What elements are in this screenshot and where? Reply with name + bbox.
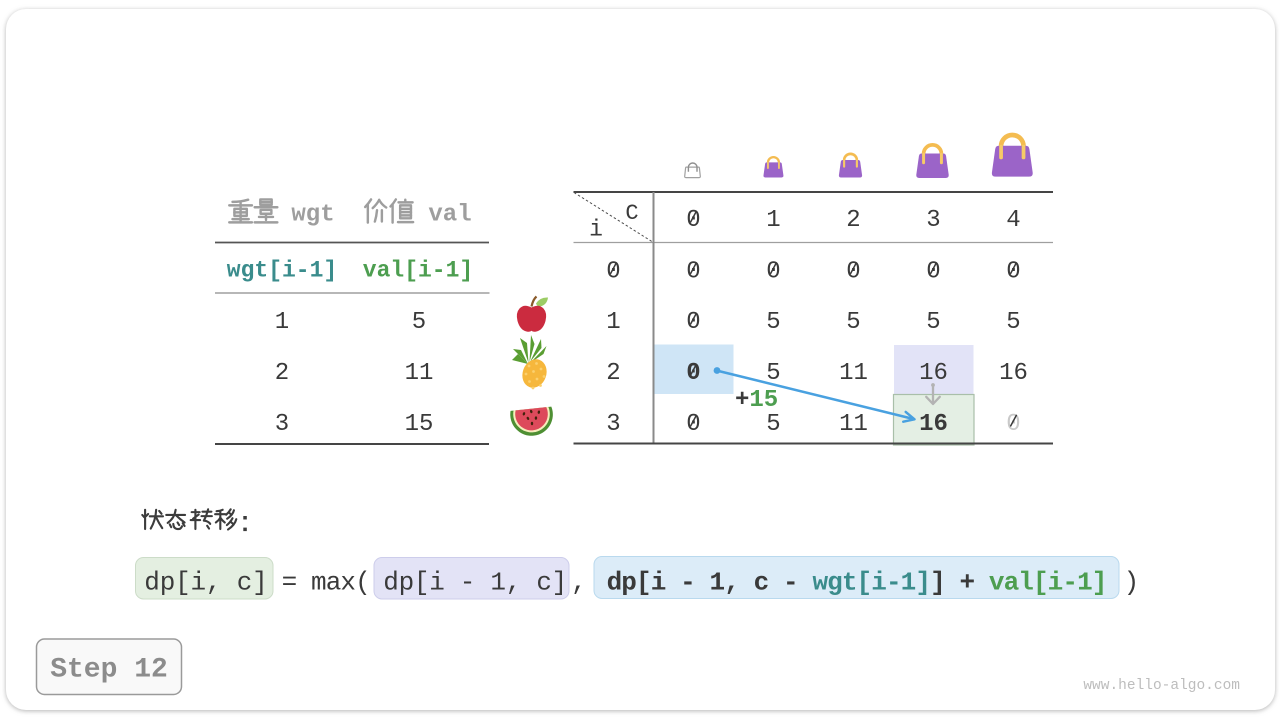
svg-text:5: 5 <box>766 411 780 438</box>
svg-text:3: 3 <box>926 207 940 234</box>
svg-text:0: 0 <box>686 360 700 387</box>
svg-text:0: 0 <box>926 259 940 286</box>
svg-text:0: 0 <box>1006 259 1020 286</box>
svg-text:dp[i - 1, c - wgt[i-1]] + val[: dp[i - 1, c - wgt[i-1]] + val[i-1] <box>607 568 1107 598</box>
svg-text:0: 0 <box>686 309 700 336</box>
svg-text:5: 5 <box>412 309 426 336</box>
svg-text:val[i-1]: val[i-1] <box>363 258 473 284</box>
svg-text:5: 5 <box>766 360 780 387</box>
svg-text:1: 1 <box>606 309 620 336</box>
svg-text:0: 0 <box>1006 411 1020 438</box>
svg-text:11: 11 <box>839 411 868 438</box>
svg-text:5: 5 <box>846 309 860 336</box>
svg-text:0: 0 <box>686 207 700 234</box>
svg-text:5: 5 <box>1006 309 1020 336</box>
svg-text:0: 0 <box>686 259 700 286</box>
svg-text:4: 4 <box>1006 207 1020 234</box>
svg-text:0: 0 <box>846 259 860 286</box>
svg-text:dp[i - 1, c]: dp[i - 1, c] <box>383 568 567 598</box>
svg-text:): ) <box>1124 568 1139 598</box>
svg-text:3: 3 <box>275 411 289 438</box>
svg-text:1: 1 <box>766 207 780 234</box>
svg-text:16: 16 <box>999 360 1028 387</box>
svg-text:= max(: = max( <box>282 568 370 598</box>
svg-text:16: 16 <box>919 360 948 387</box>
svg-text:11: 11 <box>405 360 434 387</box>
svg-text:2: 2 <box>275 360 289 387</box>
svg-text:dp[i, c]: dp[i, c] <box>144 568 267 598</box>
svg-text:3: 3 <box>606 411 620 438</box>
svg-text:2: 2 <box>606 360 620 387</box>
svg-text:5: 5 <box>766 309 780 336</box>
svg-text:0: 0 <box>606 259 620 286</box>
svg-text:0: 0 <box>766 259 780 286</box>
svg-text:,: , <box>571 568 586 598</box>
svg-text:val: val <box>428 202 471 229</box>
svg-text:Step 12: Step 12 <box>50 655 168 686</box>
svg-text:1: 1 <box>275 309 289 336</box>
svg-text:i: i <box>589 217 603 243</box>
svg-text:0: 0 <box>686 411 700 438</box>
svg-text:C: C <box>625 201 638 226</box>
svg-text:www.hello-algo.com: www.hello-algo.com <box>1083 678 1240 694</box>
svg-text:15: 15 <box>405 411 434 438</box>
svg-text:16: 16 <box>919 411 948 438</box>
svg-text:wgt[i-1]: wgt[i-1] <box>227 258 337 284</box>
svg-text:5: 5 <box>926 309 940 336</box>
svg-text:wgt: wgt <box>291 202 334 229</box>
svg-text:11: 11 <box>839 360 868 387</box>
svg-text:+15: +15 <box>735 387 778 414</box>
svg-text:2: 2 <box>846 207 860 234</box>
